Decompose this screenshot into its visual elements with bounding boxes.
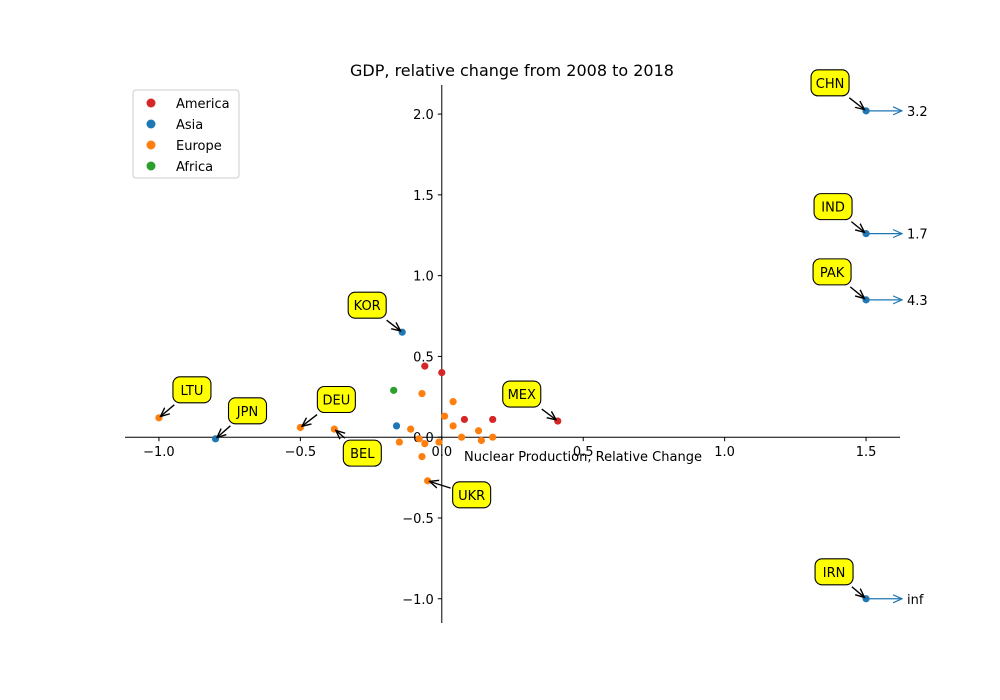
y-tick-label: 0.5 <box>413 350 434 365</box>
data-points <box>155 107 870 603</box>
annotation-arrow <box>161 404 175 416</box>
legend-marker-africa <box>146 161 156 171</box>
annotation-label: PAK <box>820 266 845 281</box>
annotation-arrow <box>848 97 863 109</box>
legend-label: Asia <box>176 118 203 133</box>
annotation-arrow <box>303 413 318 426</box>
annotation-label: LTU <box>180 384 203 399</box>
y-tick-label: −0.5 <box>402 512 434 527</box>
annotation-box <box>814 558 854 586</box>
x-tick-label: 0.0 <box>431 445 452 460</box>
overflow-value-label: 1.7 <box>907 228 928 243</box>
data-point-africa <box>390 386 398 394</box>
annotation-label: JPN <box>236 405 258 420</box>
axes: −1.0 −0.5 0.0 0.5 1.0 1.5 −1.0 −0.5 0.0 0.5 1.0 1.5… <box>125 85 900 623</box>
data-point-europe <box>435 438 443 446</box>
annotation-box <box>452 481 492 509</box>
y-tick-label: 2.0 <box>413 108 434 123</box>
annotation-box <box>502 380 542 408</box>
data-point-europe <box>449 398 457 406</box>
annotation-box <box>812 258 852 286</box>
data-point-europe <box>407 425 415 433</box>
x-tick-label: −0.5 <box>285 445 317 460</box>
annotation-arrow <box>850 221 863 232</box>
annotation-box <box>316 385 356 414</box>
annotation-label: DEU <box>322 394 350 409</box>
y-tick-label: 1.0 <box>413 270 434 285</box>
data-point-europe <box>457 433 466 441</box>
data-point-europe <box>477 436 485 445</box>
x-tick-label: 0.5 <box>573 445 594 460</box>
annotation-label: BEL <box>350 447 375 462</box>
legend-marker-america <box>146 98 156 108</box>
annotation-arrow <box>337 431 345 438</box>
annotation-label: KOR <box>354 299 381 314</box>
data-point-america <box>438 368 446 377</box>
annotation-box <box>342 439 382 467</box>
annotation-arrow <box>431 482 451 489</box>
overflow-value-label: inf <box>907 593 924 608</box>
annotation-box <box>810 69 850 97</box>
data-point-america <box>489 415 497 424</box>
annotation-label: IRN <box>823 566 846 581</box>
y-tick-label: 1.5 <box>413 189 434 204</box>
x-tick-label: 1.0 <box>714 445 735 460</box>
data-point-europe <box>424 477 432 485</box>
data-point-europe <box>441 412 449 420</box>
legend-label: Europe <box>176 139 222 154</box>
legend-label: America <box>176 97 230 112</box>
annotation-label: UKR <box>458 489 485 504</box>
data-point-europe <box>474 427 483 435</box>
data-point-europe <box>395 438 403 446</box>
annotation-label: IND <box>821 201 845 216</box>
annotation-box <box>813 193 853 221</box>
legend-marker-asia <box>146 119 156 129</box>
legend: America Asia Europe Africa <box>132 89 240 179</box>
annotation-arrow <box>851 586 864 597</box>
annotation-arrow <box>541 408 556 419</box>
data-point-america <box>421 362 429 370</box>
annotation-arrow <box>849 286 863 298</box>
data-point-asia <box>392 422 401 430</box>
y-tick-label: 0.0 <box>413 431 434 446</box>
data-point-america <box>460 415 469 424</box>
chart-title: GDP, relative change from 2008 to 2018 <box>350 61 674 80</box>
data-point-europe <box>489 433 497 441</box>
overflow-value-label: 3.2 <box>907 105 928 120</box>
annotation-box <box>172 376 212 404</box>
annotation-arrow <box>386 319 400 330</box>
annotation-label: MEX <box>508 388 536 403</box>
data-point-europe <box>421 440 429 448</box>
data-point-europe <box>418 452 426 461</box>
legend-frame <box>132 89 240 179</box>
x-tick-label: 1.5 <box>856 445 877 460</box>
annotation-label: CHN <box>816 77 845 92</box>
annotation-box <box>347 291 387 319</box>
data-point-europe <box>449 422 457 430</box>
overflow-value-label: 4.3 <box>907 294 928 309</box>
data-point-europe <box>418 389 426 398</box>
data-point-europe <box>415 435 423 443</box>
annotation-box <box>227 397 268 425</box>
legend-label: Africa <box>176 160 213 175</box>
x-tick-label: −1.0 <box>143 445 175 460</box>
annotations: LTU JPN DEU BEL KOR MEX UKR CHN IND PAK IRN <box>161 69 864 597</box>
x-axis-label: Nuclear Production, Relative Change <box>464 450 702 465</box>
legend-marker-europe <box>146 140 156 150</box>
overflow-markers: 3.2 1.7 4.3 inf <box>866 105 928 608</box>
y-tick-label: −1.0 <box>402 593 434 608</box>
annotation-arrow <box>218 425 231 437</box>
